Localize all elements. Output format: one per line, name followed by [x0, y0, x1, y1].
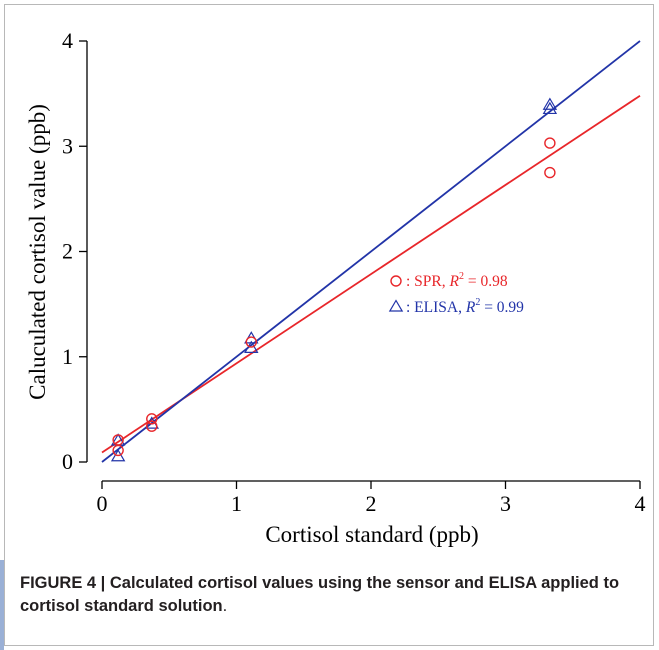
- y-tick-label: 4: [62, 28, 73, 53]
- elisa-point: [542, 101, 558, 115]
- figure-caption: FIGURE 4 | Calculated cortisol values us…: [20, 572, 620, 618]
- x-axis-label: Cortisol standard (ppb): [265, 522, 478, 547]
- y-tick-label: 3: [62, 133, 73, 158]
- elisa-point: [110, 449, 126, 462]
- legend-label-spr: : SPR, R2 = 0.98: [406, 271, 508, 290]
- elisa-point: [542, 97, 558, 110]
- spr-point: [146, 413, 158, 425]
- axes: 0 1 2 3 4 0 1 2 3 4: [62, 28, 646, 516]
- x-tick-label: 1: [231, 491, 242, 516]
- legend-marker-spr: [390, 275, 402, 287]
- spr-point: [112, 444, 124, 457]
- spr-point: [544, 137, 556, 149]
- caption-period: .: [222, 597, 228, 615]
- x-tick-label: 4: [635, 491, 646, 516]
- elisa-point: [244, 340, 259, 353]
- fit-line-elisa: [101, 40, 641, 463]
- x-tick-label: 0: [97, 491, 108, 516]
- legend-marker-elisa: [388, 299, 404, 312]
- caption-text: FIGURE 4 | Calculated cortisol values us…: [20, 574, 620, 615]
- data-markers: [110, 97, 558, 462]
- x-tick-label: 2: [366, 491, 377, 516]
- legend-label-elisa: : ELISA, R2 = 0.99: [406, 297, 524, 316]
- y-tick-label: 2: [62, 239, 73, 264]
- spr-point: [245, 336, 257, 348]
- spr-point: [146, 420, 158, 432]
- scatter-chart: 0 1 2 3 4 0 1 2 3 4 : SPR, R2 = 0.98 : ELISA, R2 =…: [25, 28, 646, 547]
- caption-rule: [0, 560, 4, 650]
- legend: : SPR, R2 = 0.98 : ELISA, R2 = 0.99: [388, 271, 524, 316]
- y-axis-label: Caluculated cortisol value (ppb): [25, 104, 50, 400]
- y-tick-label: 1: [62, 344, 73, 369]
- spr-point: [544, 166, 556, 179]
- fit-line-spr: [101, 94, 641, 454]
- y-tick-label: 0: [62, 449, 73, 474]
- x-tick-label: 3: [500, 491, 511, 516]
- fit-lines: [101, 40, 641, 463]
